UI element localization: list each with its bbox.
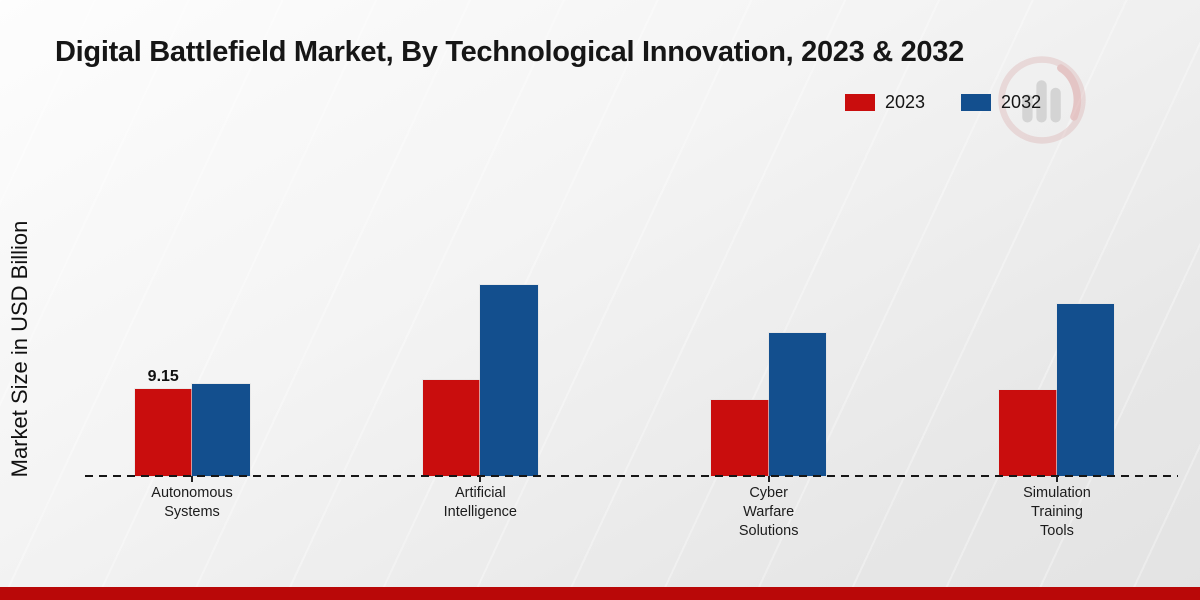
category-label-autonomous-systems: Autonomous Systems	[151, 485, 233, 520]
legend: 2023 2032	[845, 92, 1041, 113]
x-axis-tick	[1055, 476, 1058, 482]
bar-2032-artificial-intelligence	[480, 285, 538, 476]
bar-2032-autonomous-systems	[192, 383, 250, 476]
footer-accent-bar	[0, 587, 1200, 600]
legend-item-2023: 2023	[845, 92, 925, 113]
x-axis-tick	[191, 476, 193, 482]
bar-2023-cyber-warfare-solutions	[711, 399, 769, 476]
x-axis-tick	[767, 476, 770, 482]
category-label-cyber-warfare-solutions: Cyber Warfare Solutions	[738, 485, 799, 539]
bar-2023-autonomous-systems	[134, 389, 192, 476]
x-axis-tick	[479, 476, 482, 482]
legend-swatch-2032	[961, 94, 992, 111]
brand-watermark-logo	[998, 56, 1086, 144]
data-label-2023-autonomous-systems: 9.15	[147, 368, 179, 386]
chart-title: Digital Battlefield Market, By Technolog…	[55, 36, 964, 68]
bar-2023-simulation-training-tools	[999, 390, 1057, 476]
x-axis-baseline	[85, 475, 1178, 477]
bar-2032-simulation-training-tools	[1056, 304, 1115, 476]
bar-2032-cyber-warfare-solutions	[768, 332, 827, 476]
legend-label-2032: 2032	[1001, 92, 1042, 112]
legend-swatch-2023	[845, 94, 875, 111]
category-label-simulation-training-tools: Simulation Training Tools	[1023, 485, 1091, 539]
legend-label-2023: 2023	[885, 92, 926, 112]
legend-item-2032: 2032	[961, 92, 1041, 113]
bar-2023-artificial-intelligence	[422, 380, 481, 476]
category-label-artificial-intelligence: Artificial Intelligence	[443, 485, 517, 520]
